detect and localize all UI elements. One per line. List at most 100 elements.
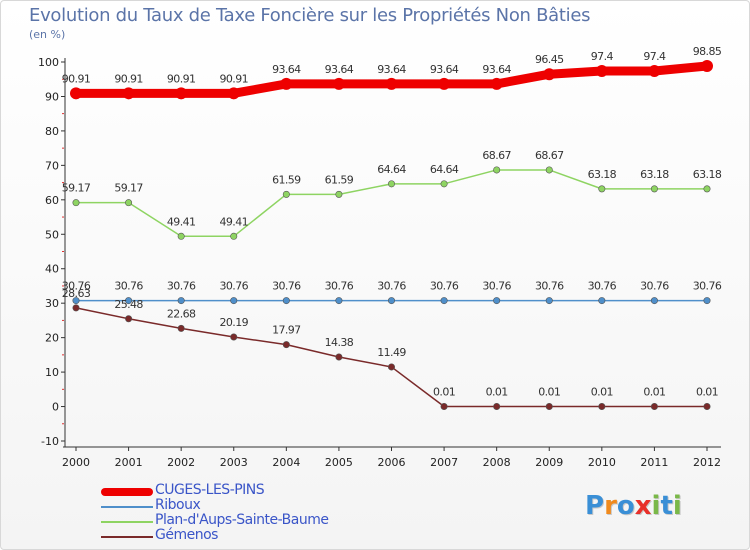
data-label: 0.01 <box>643 386 665 399</box>
x-tick-label: 2010 <box>588 456 616 469</box>
logo-letter: i <box>672 491 682 521</box>
data-point <box>440 403 448 411</box>
y-tick-label: 100 <box>38 56 59 69</box>
data-point <box>543 68 556 81</box>
y-tick-label: 30 <box>45 297 59 310</box>
data-point <box>125 315 133 323</box>
data-point <box>493 166 501 174</box>
data-point <box>545 297 553 305</box>
x-tick-label: 2001 <box>115 456 143 469</box>
data-point <box>227 87 240 100</box>
data-label: 30.76 <box>220 280 249 293</box>
data-point <box>490 77 503 90</box>
data-label: 49.41 <box>167 215 196 228</box>
data-label: 93.64 <box>377 63 406 76</box>
y-tick-label: 10 <box>45 366 59 379</box>
data-label: 93.64 <box>272 63 301 76</box>
x-tick-label: 2006 <box>378 456 406 469</box>
y-tick-label: 80 <box>45 125 59 138</box>
data-point <box>230 333 238 341</box>
proxiti-logo[interactable]: Proxiti <box>585 491 682 521</box>
logo-letter: x <box>634 491 652 521</box>
data-point <box>703 297 711 305</box>
data-point <box>701 59 713 72</box>
data-label: 0.01 <box>591 386 613 399</box>
x-tick-label: 2005 <box>325 456 353 469</box>
data-label: 93.64 <box>430 63 459 76</box>
data-label: 30.76 <box>167 280 196 293</box>
data-label: 59.17 <box>62 182 91 195</box>
data-point <box>493 297 501 305</box>
x-tick-label: 2007 <box>430 456 458 469</box>
data-label: 90.91 <box>62 72 91 85</box>
data-label: 90.91 <box>167 72 196 85</box>
data-point <box>703 403 711 411</box>
data-point <box>598 185 606 193</box>
legend-label-gemenos: Gémenos <box>155 527 218 543</box>
logo-letter: i <box>651 491 661 521</box>
logo-letter: r <box>604 491 617 521</box>
data-label: 68.67 <box>535 149 564 162</box>
data-label: 49.41 <box>220 215 249 228</box>
legend-swatch-riboux <box>101 506 153 508</box>
y-tick-label: 20 <box>45 332 59 345</box>
data-point <box>545 166 553 174</box>
legend-swatch-plan-d-aups <box>101 521 153 523</box>
data-label: 22.68 <box>167 307 196 320</box>
data-label: 90.91 <box>114 72 143 85</box>
data-label: 30.76 <box>430 280 459 293</box>
data-point <box>598 403 606 411</box>
legend-swatch-cuges-les-pins <box>101 488 153 496</box>
x-tick-label: 2011 <box>640 456 668 469</box>
data-point <box>335 297 343 305</box>
data-label: 30.76 <box>325 280 354 293</box>
data-point <box>385 77 398 90</box>
data-point <box>545 403 553 411</box>
data-point <box>282 190 290 198</box>
legend-label-riboux: Riboux <box>155 497 201 513</box>
data-label: 68.67 <box>482 149 511 162</box>
data-point <box>282 297 290 305</box>
data-label: 30.76 <box>377 280 406 293</box>
y-tick-label: 90 <box>45 90 59 103</box>
data-point <box>598 297 606 305</box>
data-label: 28.63 <box>62 287 91 300</box>
data-point <box>335 190 343 198</box>
logo-letter: t <box>660 491 673 521</box>
chart-title: Evolution du Taux de Taxe Foncière sur l… <box>29 5 591 26</box>
data-point <box>280 77 293 90</box>
data-point <box>72 304 80 312</box>
data-label: 30.76 <box>62 280 91 293</box>
data-point <box>440 180 448 188</box>
data-label: 20.19 <box>220 316 249 329</box>
data-point <box>177 324 185 332</box>
data-point <box>438 77 451 90</box>
series-cuges-les-pins <box>70 59 713 100</box>
data-point <box>125 297 133 305</box>
x-tick-label: 2003 <box>220 456 248 469</box>
x-tick-label: 2008 <box>483 456 511 469</box>
x-tick-label: 2004 <box>272 456 300 469</box>
data-point <box>387 297 395 305</box>
data-label: 61.59 <box>272 173 301 186</box>
data-label: 90.91 <box>220 72 249 85</box>
data-label: 17.97 <box>272 324 301 337</box>
data-point <box>122 87 135 100</box>
data-point <box>648 64 661 77</box>
x-tick-label: 2009 <box>535 456 563 469</box>
data-label: 30.76 <box>272 280 301 293</box>
y-tick-label: 60 <box>45 194 59 207</box>
data-label: 98.85 <box>693 45 722 58</box>
data-label: 30.76 <box>114 280 143 293</box>
data-point <box>703 185 711 193</box>
data-label: 63.18 <box>640 168 669 181</box>
data-point <box>282 341 290 349</box>
series-plan-d-aups-sainte-baume <box>72 166 711 240</box>
data-label: 96.45 <box>535 53 564 66</box>
data-label: 0.01 <box>696 386 718 399</box>
data-label: 11.49 <box>377 346 406 359</box>
data-label: 97.4 <box>643 50 666 63</box>
legend-label-plan-d-aups: Plan-d'Aups-Sainte-Baume <box>155 512 329 528</box>
y-tick-label: 70 <box>45 159 59 172</box>
